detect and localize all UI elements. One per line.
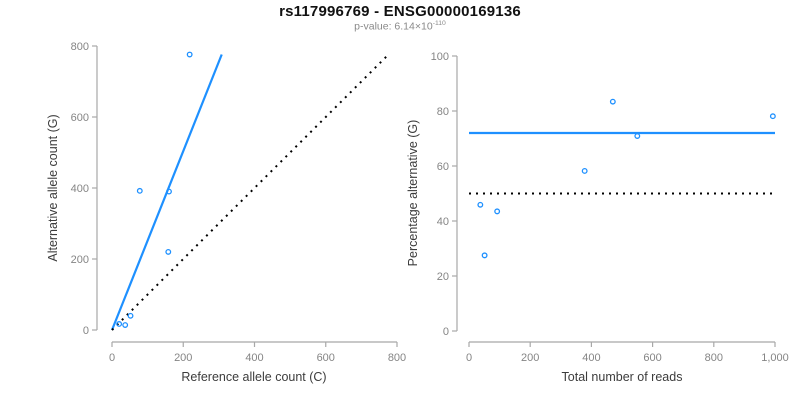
- data-point: [481, 252, 488, 259]
- x-tick-label: 0: [109, 352, 115, 364]
- data-point: [116, 321, 123, 327]
- pvalue-text: p-value: 6.14×10: [354, 20, 433, 33]
- data-point: [477, 201, 484, 208]
- y-tick-label: 80: [437, 106, 449, 118]
- x-tick-label: 200: [174, 352, 192, 364]
- y-tick-label: 20: [437, 271, 449, 283]
- data-point: [581, 167, 588, 174]
- identity-line: [111, 53, 390, 331]
- y-tick-label: 0: [83, 325, 89, 337]
- data-point: [494, 208, 501, 215]
- x-axis-title: Reference allele count (C): [181, 370, 326, 384]
- y-tick-label: 40: [437, 216, 449, 228]
- data-point: [166, 188, 172, 195]
- y-tick-label: 800: [71, 41, 89, 53]
- y-tick-label: 60: [437, 161, 449, 173]
- x-tick-label: 200: [521, 352, 539, 364]
- x-axis-title: Total number of reads: [562, 370, 683, 384]
- x-tick-label: 0: [466, 352, 472, 364]
- figure-subtitle: p-value: 6.14×10-110: [0, 20, 800, 33]
- data-point: [136, 187, 143, 194]
- x-tick-label: 400: [245, 352, 263, 364]
- x-tick-label: 400: [582, 352, 600, 364]
- y-tick-label: 100: [431, 51, 449, 63]
- data-point: [122, 322, 129, 328]
- y-tick-label: 600: [71, 112, 89, 124]
- x-tick-label: 600: [317, 352, 335, 364]
- data-point: [769, 113, 776, 120]
- figure-title: rs117996769 - ENSG00000169136: [279, 3, 521, 20]
- x-tick-label: 800: [705, 352, 723, 364]
- right-scatter-plot: 0 20 40 60 80 100 0 200 400 600 800 1,000 Total numb…: [406, 51, 789, 384]
- x-tick-label: 600: [643, 352, 661, 364]
- pvalue-exponent: -110: [432, 20, 446, 27]
- data-point: [186, 51, 193, 58]
- data-point: [609, 98, 616, 105]
- y-tick-label: 200: [71, 254, 89, 266]
- y-tick-label: 400: [71, 183, 89, 195]
- data-point: [127, 312, 134, 319]
- data-point: [165, 248, 172, 255]
- y-axis-title: Percentage alternative (G): [406, 120, 420, 267]
- y-tick-label: 0: [443, 326, 449, 338]
- data-point: [634, 133, 641, 139]
- x-tick-label: 1,000: [761, 352, 789, 364]
- x-tick-label: 800: [388, 352, 406, 364]
- left-scatter-plot: 0 200 400 600 800 0 200 400 600 800 Reference alle…: [46, 41, 406, 384]
- y-axis-title: Alternative allele count (G): [46, 114, 60, 261]
